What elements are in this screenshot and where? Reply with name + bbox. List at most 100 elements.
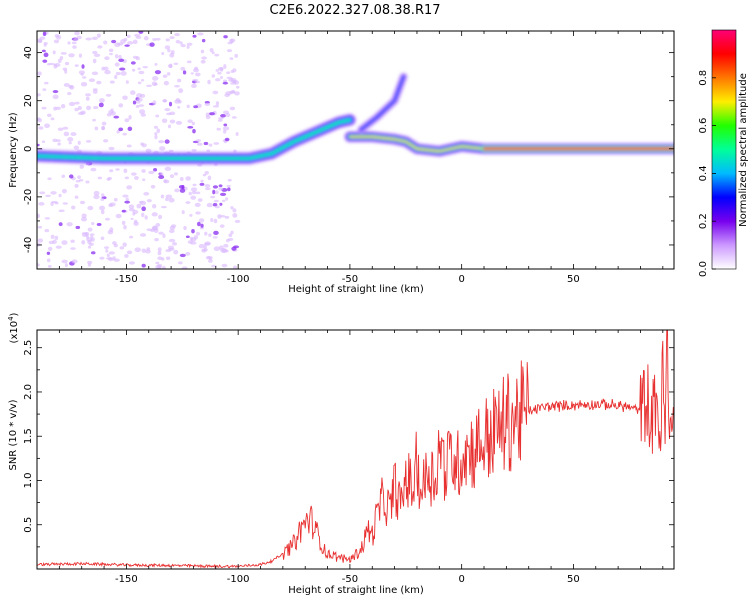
heatmap-noise-speck <box>194 80 201 84</box>
colorbar-ticks: 0.0 0.2 0.4 0.6 0.8 <box>698 70 716 277</box>
heatmap-x-tick-label: -50 <box>342 274 358 285</box>
heatmap-noise-speck <box>92 58 97 64</box>
heatmap-noise-speck <box>195 72 201 77</box>
heatmap-y-ticks: -40 -20 0 20 40 <box>23 46 674 270</box>
heatmap-noise-speck <box>70 132 77 137</box>
heatmap-noise-speck <box>58 209 65 213</box>
heatmap-noise-speck <box>165 38 170 42</box>
heatmap-noise-speck <box>167 124 172 129</box>
heatmap-noise-speck <box>61 240 68 245</box>
heatmap-noise-speck <box>226 184 231 188</box>
heatmap-noise-speck <box>197 198 203 202</box>
heatmap-noise-speck <box>66 222 73 227</box>
heatmap-noise-speck <box>78 70 86 75</box>
heatmap-noise-speck <box>218 117 224 120</box>
heatmap-panel: -150 -100 -50 0 50 -40 -20 0 20 40 Height of str… <box>8 30 675 295</box>
heatmap-noise-speck <box>74 183 79 188</box>
heatmap-noise-speck <box>223 79 228 83</box>
heatmap-noise-speck <box>186 104 190 109</box>
heatmap-noise-speck <box>121 220 126 226</box>
heatmap-noise-speck <box>154 70 161 75</box>
heatmap-noise-speck <box>156 128 161 134</box>
heatmap-noise-speck <box>39 191 46 195</box>
heatmap-noise-speck <box>208 259 213 263</box>
heatmap-noise-speck <box>192 183 197 187</box>
heatmap-noise-speck <box>55 245 62 249</box>
heatmap-noise-speck <box>128 261 136 265</box>
heatmap-noise-speck <box>232 265 238 269</box>
heatmap-noise-speck <box>97 45 103 49</box>
heatmap-noise-speck <box>93 53 101 57</box>
heatmap-noise-speck <box>50 117 55 121</box>
heatmap-noise-speck <box>52 50 56 55</box>
heatmap-noise-speck <box>221 248 228 254</box>
heatmap-noise-speck <box>218 187 224 191</box>
heatmap-x-tick-label: -150 <box>115 274 138 285</box>
heatmap-ridge-band <box>37 119 351 160</box>
heatmap-noise-speck <box>173 249 179 255</box>
heatmap-noise-speck <box>67 91 72 96</box>
heatmap-noise-speck <box>204 231 208 236</box>
heatmap-noise-speck <box>93 194 100 200</box>
heatmap-noise-speck <box>54 63 61 67</box>
heatmap-noise-speck <box>37 238 44 243</box>
heatmap-noise-speck <box>134 33 141 37</box>
heatmap-noise-speck <box>168 149 174 153</box>
snr-y-ticks: 0.5 1.0 1.5 2.0 2.5 <box>23 340 674 570</box>
heatmap-noise-speck <box>43 52 49 58</box>
heatmap-noise-speck <box>130 61 136 65</box>
heatmap-noise-speck <box>131 68 136 72</box>
heatmap-noise-speck <box>46 251 51 255</box>
heatmap-noise-speck <box>139 200 144 204</box>
heatmap-noise-speck <box>153 125 159 129</box>
heatmap-noise-speck <box>191 121 195 126</box>
heatmap-noise-speck <box>38 39 43 44</box>
heatmap-noise-speck <box>57 127 64 131</box>
heatmap-noise-speck <box>92 50 98 55</box>
heatmap-y-tick-label: 40 <box>23 46 34 59</box>
heatmap-noise-speck <box>223 35 228 39</box>
heatmap-noise-speck <box>85 93 91 97</box>
heatmap-noise-speck <box>60 104 66 109</box>
heatmap-noise-speck <box>71 205 76 210</box>
heatmap-noise-speck <box>115 168 120 171</box>
heatmap-noise-speck <box>178 88 184 94</box>
snr-y-multiplier-close: ) <box>9 312 20 316</box>
heatmap-noise-speck <box>141 169 146 173</box>
heatmap-noise-speck <box>68 53 75 58</box>
heatmap-noise-speck <box>71 259 78 264</box>
heatmap-noise-speck <box>92 118 96 122</box>
heatmap-noise-speck <box>145 249 151 254</box>
heatmap-noise-speck <box>145 148 152 153</box>
heatmap-noise-speck <box>88 242 94 247</box>
heatmap-noise-speck <box>187 240 193 244</box>
heatmap-noise-speck <box>37 93 41 97</box>
heatmap-noise-speck <box>146 199 152 203</box>
heatmap-noise-speck <box>154 132 158 136</box>
heatmap-noise-speck <box>170 224 177 228</box>
heatmap-noise-speck <box>97 176 103 180</box>
heatmap-noise-speck <box>196 142 203 146</box>
heatmap-noise-speck <box>130 217 134 221</box>
heatmap-noise-speck <box>37 225 43 229</box>
heatmap-noise-speck <box>47 177 52 181</box>
heatmap-noise-speck <box>104 56 110 61</box>
heatmap-noise-speck <box>105 93 112 97</box>
heatmap-noise-speck <box>139 109 146 115</box>
heatmap-noise-speck <box>180 66 186 71</box>
heatmap-noise-speck <box>90 167 97 172</box>
heatmap-noise-speck <box>181 266 188 269</box>
heatmap-noise-speck <box>217 71 222 75</box>
heatmap-noise-speck <box>169 174 175 179</box>
heatmap-noise-speck <box>136 93 143 98</box>
heatmap-noise-speck <box>191 190 197 195</box>
colorbar-tick-label: 0.2 <box>698 213 709 229</box>
heatmap-noise-speck <box>196 231 200 236</box>
heatmap-noise-speck <box>62 126 69 130</box>
heatmap-noise-speck <box>98 98 105 103</box>
heatmap-noise-speck <box>235 85 240 89</box>
heatmap-noise-speck <box>231 246 237 251</box>
heatmap-noise-speck <box>175 39 181 44</box>
heatmap-noise-speck <box>215 69 220 72</box>
heatmap-noise-speck <box>91 71 99 76</box>
